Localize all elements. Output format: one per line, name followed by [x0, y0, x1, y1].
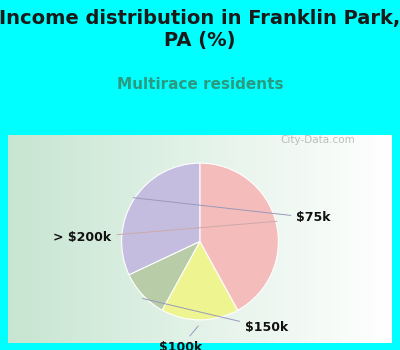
Text: Multirace residents: Multirace residents: [117, 77, 283, 92]
Text: City-Data.com: City-Data.com: [280, 135, 355, 145]
Wedge shape: [122, 163, 200, 275]
Text: $150k: $150k: [143, 299, 288, 334]
Wedge shape: [200, 163, 278, 310]
Wedge shape: [129, 241, 200, 310]
Text: > $200k: > $200k: [53, 221, 277, 244]
Text: $100k: $100k: [159, 326, 202, 350]
Text: $75k: $75k: [133, 198, 331, 224]
Text: Income distribution in Franklin Park,
PA (%): Income distribution in Franklin Park, PA…: [0, 9, 400, 50]
Wedge shape: [162, 241, 238, 320]
